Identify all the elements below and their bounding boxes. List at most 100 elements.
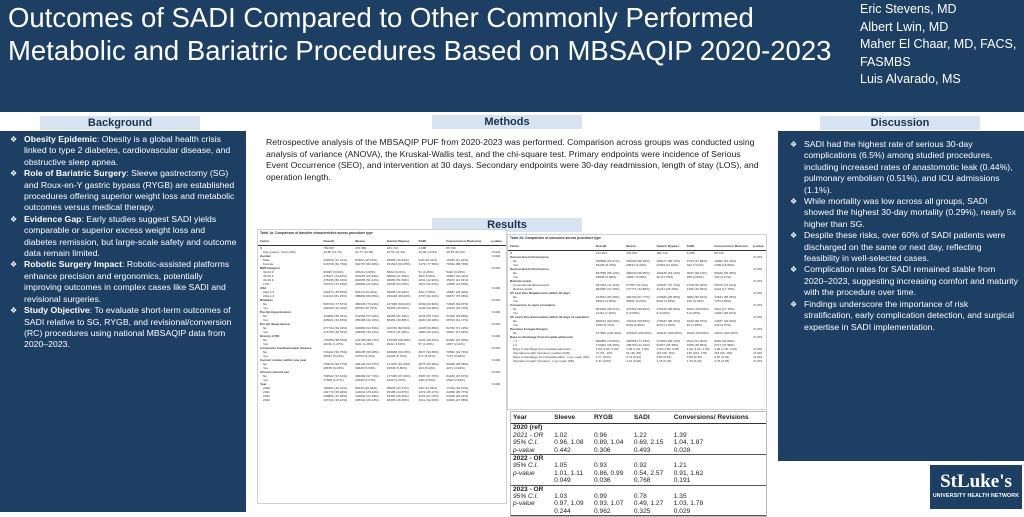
table-cell: 115 (90, 160) — [714, 351, 733, 355]
table-cell: Previous Foregut Surgery — [510, 327, 548, 331]
table-cell: 697595 (96.12%) — [595, 271, 620, 275]
table-row: ASA ≥ 3 611413 (81.15%) 385830 (80.55%) 150… — [258, 294, 506, 298]
table-row: Yes 11412 (1.49%) 8 (0.00%) 9 (0.00%) 5 (0.0… — [508, 311, 766, 315]
table-cell: 22360 (25.77%) — [446, 390, 469, 394]
column-header: Overall — [593, 242, 625, 251]
table-cell: No — [263, 314, 267, 318]
table-cell: <0.001 — [752, 267, 763, 271]
table-cell: 31231 (29.19%) — [656, 287, 679, 291]
table-cell: 20534 (4.34%) — [626, 263, 647, 267]
table-cell: 0.68 (0.39) — [686, 355, 702, 359]
table-cell: ASA ≤ 2 — [263, 290, 275, 294]
column-header: Sleeve — [624, 242, 655, 251]
table-cell: 23348 (26.92%) — [446, 394, 469, 398]
methods-text: Retrospective analysis of the MBSAQIP PU… — [266, 137, 759, 182]
table-row: Yes 328641 (43.65%) 255468 (42.10%) 88454 (… — [258, 318, 506, 322]
table-cell — [592, 455, 632, 463]
table-cell: 2120 (0.45%) — [626, 323, 645, 327]
table-cell: 1.03, 1.78 — [673, 500, 704, 508]
table-row: Gender <0.001 — [258, 254, 506, 258]
table-cell: 178768 (98.38%) — [386, 338, 411, 342]
table-cell: 39619 (2.90%) — [595, 299, 617, 303]
table-cell: Days to discharge from hospital admissio… — [513, 347, 572, 351]
table-cell: No — [513, 319, 517, 323]
table-cell: 11412 (1.49%) — [595, 311, 616, 315]
table-cell: 274552 (57.04%) — [355, 314, 379, 318]
column-header: Conversions/ Revision — [712, 242, 751, 251]
table-cell: 115125 (23.99%) — [355, 274, 379, 278]
table-cell: 0.191 — [671, 477, 766, 486]
table-cell: 0.49, 1.27 — [633, 500, 664, 508]
table-cell: <0.001 — [490, 266, 501, 270]
table-cell: 88454 (48.68%) — [386, 318, 409, 322]
table-cell: 3733 (91.09%) — [686, 259, 708, 263]
table-row: No 638508 (91.57%) 453290 (95.35%) 156477 (… — [508, 259, 766, 263]
table-cell: 17311 (20.10%) — [446, 386, 469, 390]
table-cell — [672, 485, 766, 493]
table-cell: Robotic assist — [510, 279, 532, 283]
discussion-item: ❖ Despite these risks, over 60% of SADI p… — [790, 230, 1006, 264]
author-name: Eric Stevens, MD — [860, 2, 957, 16]
table-cell: 35-39.9 — [263, 274, 274, 278]
table-cell: Operation length (minutes), median (IQR) — [513, 351, 570, 355]
table-cell: 43.80 (11.79) — [323, 250, 342, 254]
table-cell: 4143 (17.79%) — [714, 287, 735, 291]
table-cell: 611413 (81.15%) — [323, 294, 347, 298]
table-cell: <0.001 — [752, 291, 763, 295]
table-cell: 84362 (97.30%) — [446, 338, 469, 342]
table-row: Conventional laparoscopic 487254 (71.11%)… — [508, 283, 766, 287]
table-cell: 4230 (2.32%) — [386, 378, 406, 382]
table-cell: 2942 (1.62%) — [386, 342, 406, 346]
table-cell: 93650 (51.54%) — [386, 278, 409, 282]
table-cell: 0.91, 1.62 — [673, 469, 704, 477]
table-row: Days to discharge from hospital admissio… — [508, 347, 766, 351]
table-row: No 423852 (56.34%) 274552 (57.04%) 93256 (5… — [258, 314, 506, 318]
table-cell: 181,710 — [656, 251, 668, 255]
table-cell: Yes — [263, 378, 269, 382]
table-cell: 0.86, 0.99 — [594, 469, 624, 477]
table-cell: 0.69, 2.15 — [633, 439, 664, 447]
table-cell: 19754 (4.11%) — [355, 354, 376, 358]
table-cell: 464760 (97.77%) — [626, 295, 650, 299]
table-cell: 479,951 — [626, 251, 638, 255]
table-cell: 274765 (36.51%) — [323, 330, 348, 334]
table-row: 0.049 0.036 0.768 0.191 — [511, 477, 766, 486]
table-cell: 73 (51, 107) — [595, 351, 613, 355]
bullet-icon: ❖ — [790, 140, 798, 149]
table-cell: No — [513, 271, 517, 275]
table-row: Pre-Op Hypertension <0.001 — [258, 310, 506, 314]
outcomes-table: Table 2a: Comparison of outcomes across … — [507, 234, 767, 410]
discussion-item: ❖ SADI had the highest rate of serious 30… — [790, 139, 1013, 195]
table-cell: 100892 (21.02%) — [355, 282, 379, 286]
table-cell: 385830 (80.55%) — [355, 294, 379, 298]
bullet-icon: ❖ — [790, 299, 798, 309]
table-cell: 95% C.I. — [513, 439, 539, 447]
table-cell: 638508 (91.57%) — [595, 259, 620, 263]
discussion-item: ❖ Findings underscore the importance of r… — [790, 298, 1015, 332]
table-cell: 42.99 (10.84) — [418, 250, 437, 254]
table-cell: 1119 (27.79%) — [418, 394, 439, 398]
table-cell: 177465 (97.66%) — [386, 374, 411, 378]
table-cell: 472,921 — [595, 251, 607, 255]
discussion-item: ❖ While mortality was low across all grou… — [790, 196, 1016, 229]
table-cell: 84180 (97.07%) — [446, 374, 469, 378]
table-cell: 479,969 — [355, 246, 367, 250]
table-row: 2021 191772 (25.48%) 122014 (25.42%) 45186 … — [258, 390, 506, 394]
table-cell: 664409 (99.31%) — [595, 307, 620, 311]
table-cell: 86,729 — [714, 251, 724, 255]
table-cell: 2022 — [263, 394, 270, 398]
background-item: ❖ Evidence Gap: Early studies suggest SAD… — [10, 213, 237, 259]
table-cell: 14457 (82.01%) — [714, 311, 737, 315]
table-cell: 20 (47.53%) — [656, 275, 674, 279]
table-cell: 4,098 — [418, 246, 427, 250]
table-cell: No — [513, 331, 517, 335]
table-cell: 80429 (93.96%) — [714, 271, 737, 275]
column-header: RYGB — [592, 412, 632, 425]
table-row: Serious Event Occurrence <0.001 — [508, 267, 766, 271]
column-header: Factor — [258, 237, 322, 246]
table-cell: 0.97, 1.09 — [554, 500, 584, 508]
table-cell: 309 (7.56%) — [418, 290, 436, 294]
table-cell: <0.001 — [752, 355, 763, 359]
table-cell: 3179 (77.56%) — [418, 262, 439, 266]
table-cell: 7167 (8.26%) — [446, 354, 465, 358]
